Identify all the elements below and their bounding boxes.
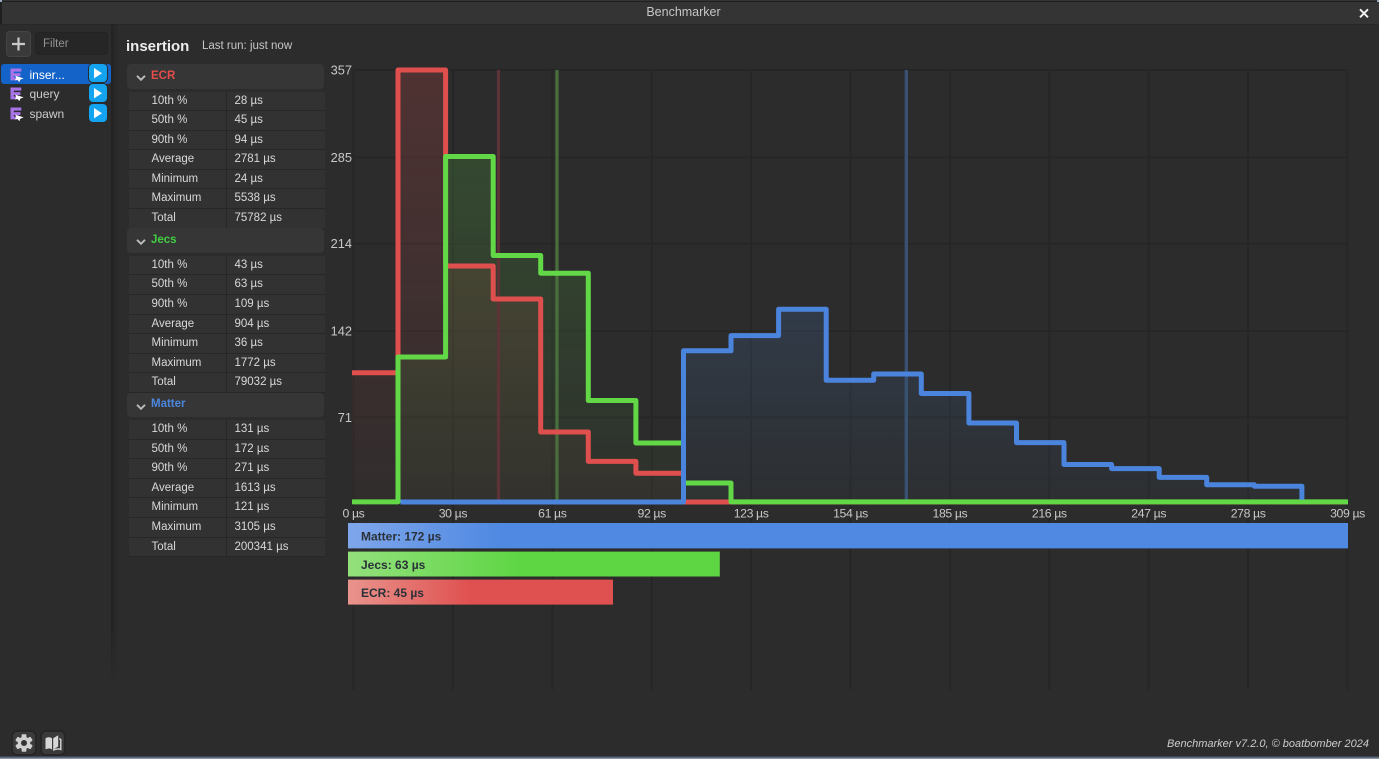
svg-text:185 µs: 185 µs [933, 507, 968, 521]
svg-text:ECR: 45 µs: ECR: 45 µs [361, 586, 424, 600]
svg-text:216 µs: 216 µs [1032, 507, 1067, 521]
svg-text:123 µs: 123 µs [734, 507, 769, 521]
svg-text:357: 357 [331, 63, 352, 78]
svg-text:142: 142 [331, 324, 352, 339]
svg-text:71: 71 [338, 410, 352, 425]
svg-text:0 µs: 0 µs [343, 507, 365, 521]
svg-text:309 µs: 309 µs [1330, 507, 1365, 521]
svg-text:247 µs: 247 µs [1131, 507, 1166, 521]
svg-text:30 µs: 30 µs [439, 507, 468, 521]
svg-text:154 µs: 154 µs [833, 507, 868, 521]
svg-text:278 µs: 278 µs [1231, 507, 1266, 521]
svg-text:285: 285 [331, 150, 352, 165]
svg-text:61 µs: 61 µs [538, 507, 567, 521]
svg-text:Matter: 172 µs: Matter: 172 µs [361, 530, 442, 544]
svg-text:214: 214 [331, 236, 352, 251]
svg-text:92 µs: 92 µs [638, 507, 667, 521]
svg-text:Jecs: 63 µs: Jecs: 63 µs [361, 558, 426, 572]
